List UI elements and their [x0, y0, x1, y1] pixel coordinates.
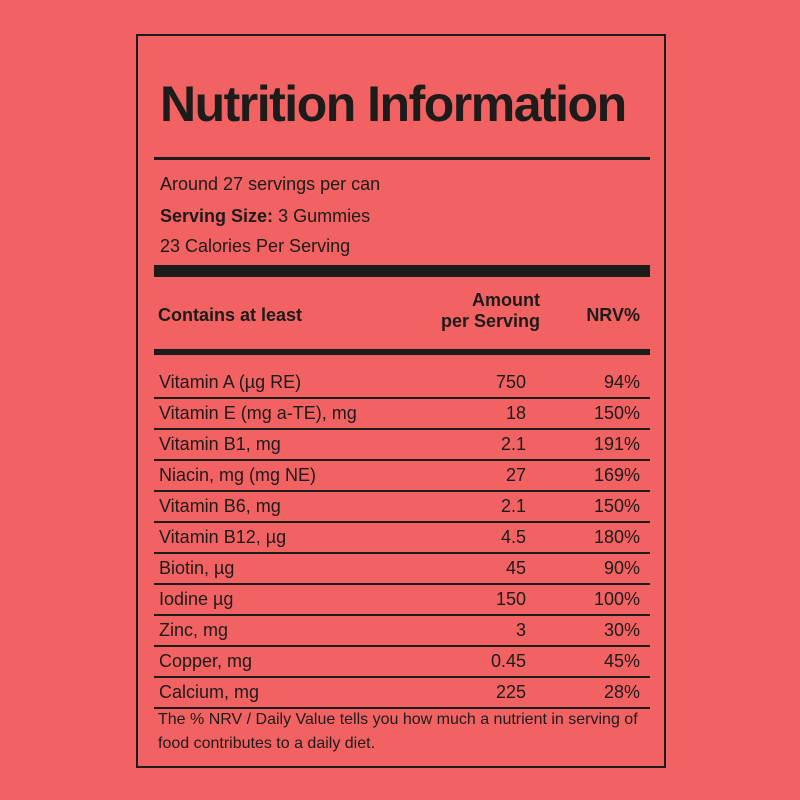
nutrient-amount: 45 [505, 558, 526, 578]
table-row: Calcium, mg 225 28% [154, 678, 650, 709]
table-row: Copper, mg 0.45 45% [154, 647, 650, 678]
amount-header-line1: Amount [472, 290, 540, 310]
divider-thin [154, 157, 650, 160]
nutrient-nrv: 169% [593, 465, 640, 485]
table-row: Vitamin B1, mg 2.1 191% [154, 430, 650, 461]
nutrient-name: Iodine µg [159, 589, 234, 609]
column-header-amount: Amount per Serving [441, 290, 540, 332]
nutrient-amount: 2.1 [500, 434, 526, 454]
nutrient-nrv: 45% [603, 651, 640, 671]
nutrient-amount: 4.5 [500, 527, 526, 547]
table-row: Vitamin B12, µg 4.5 180% [154, 523, 650, 554]
nutrient-amount: 0.45 [490, 651, 526, 671]
servings-per-can: Around 27 servings per can [160, 174, 381, 194]
table-row: Vitamin E (mg a-TE), mg 18 150% [154, 399, 650, 430]
serving-size: Serving Size: 3 Gummies [160, 205, 370, 227]
table-row: Vitamin B6, mg 2.1 150% [154, 492, 650, 523]
nutrient-nrv: 150% [593, 496, 640, 516]
nutrient-name: Zinc, mg [159, 620, 229, 640]
divider-medium [154, 349, 650, 355]
nutrient-amount: 225 [495, 682, 526, 702]
serving-size-value: 3 Gummies [278, 206, 371, 226]
nutrient-nrv: 191% [593, 434, 640, 454]
nutrient-name: Vitamin A (µg RE) [159, 372, 302, 392]
nutrient-amount: 2.1 [500, 496, 526, 516]
nutrient-nrv: 100% [593, 589, 640, 609]
nutrient-name: Vitamin E (mg a-TE), mg [159, 403, 357, 423]
nutrient-nrv: 94% [603, 372, 640, 392]
nutrient-name: Niacin, mg (mg NE) [159, 465, 317, 485]
nutrient-nrv: 90% [603, 558, 640, 578]
nutrient-nrv: 30% [603, 620, 640, 640]
nutrient-table: Vitamin A (µg RE) 750 94% Vitamin E (mg a-… [154, 368, 650, 709]
nutrient-amount: 3 [515, 620, 526, 640]
nutrient-name: Vitamin B6, mg [159, 496, 281, 516]
serving-size-label: Serving Size: [160, 206, 274, 226]
nutrient-amount: 27 [505, 465, 526, 485]
column-header-contains: Contains at least [158, 305, 303, 325]
nutrition-label: Nutrition Information Around 27 servings… [136, 34, 666, 768]
table-row: Vitamin A (µg RE) 750 94% [154, 368, 650, 399]
nutrient-name: Copper, mg [159, 651, 253, 671]
nutrient-amount: 18 [505, 403, 526, 423]
column-header-nrv: NRV% [586, 305, 640, 325]
nutrient-name: Vitamin B12, µg [159, 527, 287, 547]
divider-thick [154, 265, 650, 277]
label-title: Nutrition Information [160, 76, 627, 132]
nutrient-name: Biotin, µg [159, 558, 235, 578]
nutrient-amount: 150 [495, 589, 526, 609]
nutrient-name: Vitamin B1, mg [159, 434, 281, 454]
calories-per-serving: 23 Calories Per Serving [160, 236, 351, 256]
table-row: Biotin, µg 45 90% [154, 554, 650, 585]
footnote: The % NRV / Daily Value tells you how mu… [158, 711, 638, 752]
table-row: Iodine µg 150 100% [154, 585, 650, 616]
table-row: Zinc, mg 3 30% [154, 616, 650, 647]
table-row: Niacin, mg (mg NE) 27 169% [154, 461, 650, 492]
nutrient-name: Calcium, mg [159, 682, 260, 702]
nutrient-nrv: 180% [593, 527, 640, 547]
nutrient-amount: 750 [495, 372, 526, 392]
nutrient-nrv: 150% [593, 403, 640, 423]
nutrient-nrv: 28% [603, 682, 640, 702]
amount-header-line2: per Serving [440, 311, 540, 331]
